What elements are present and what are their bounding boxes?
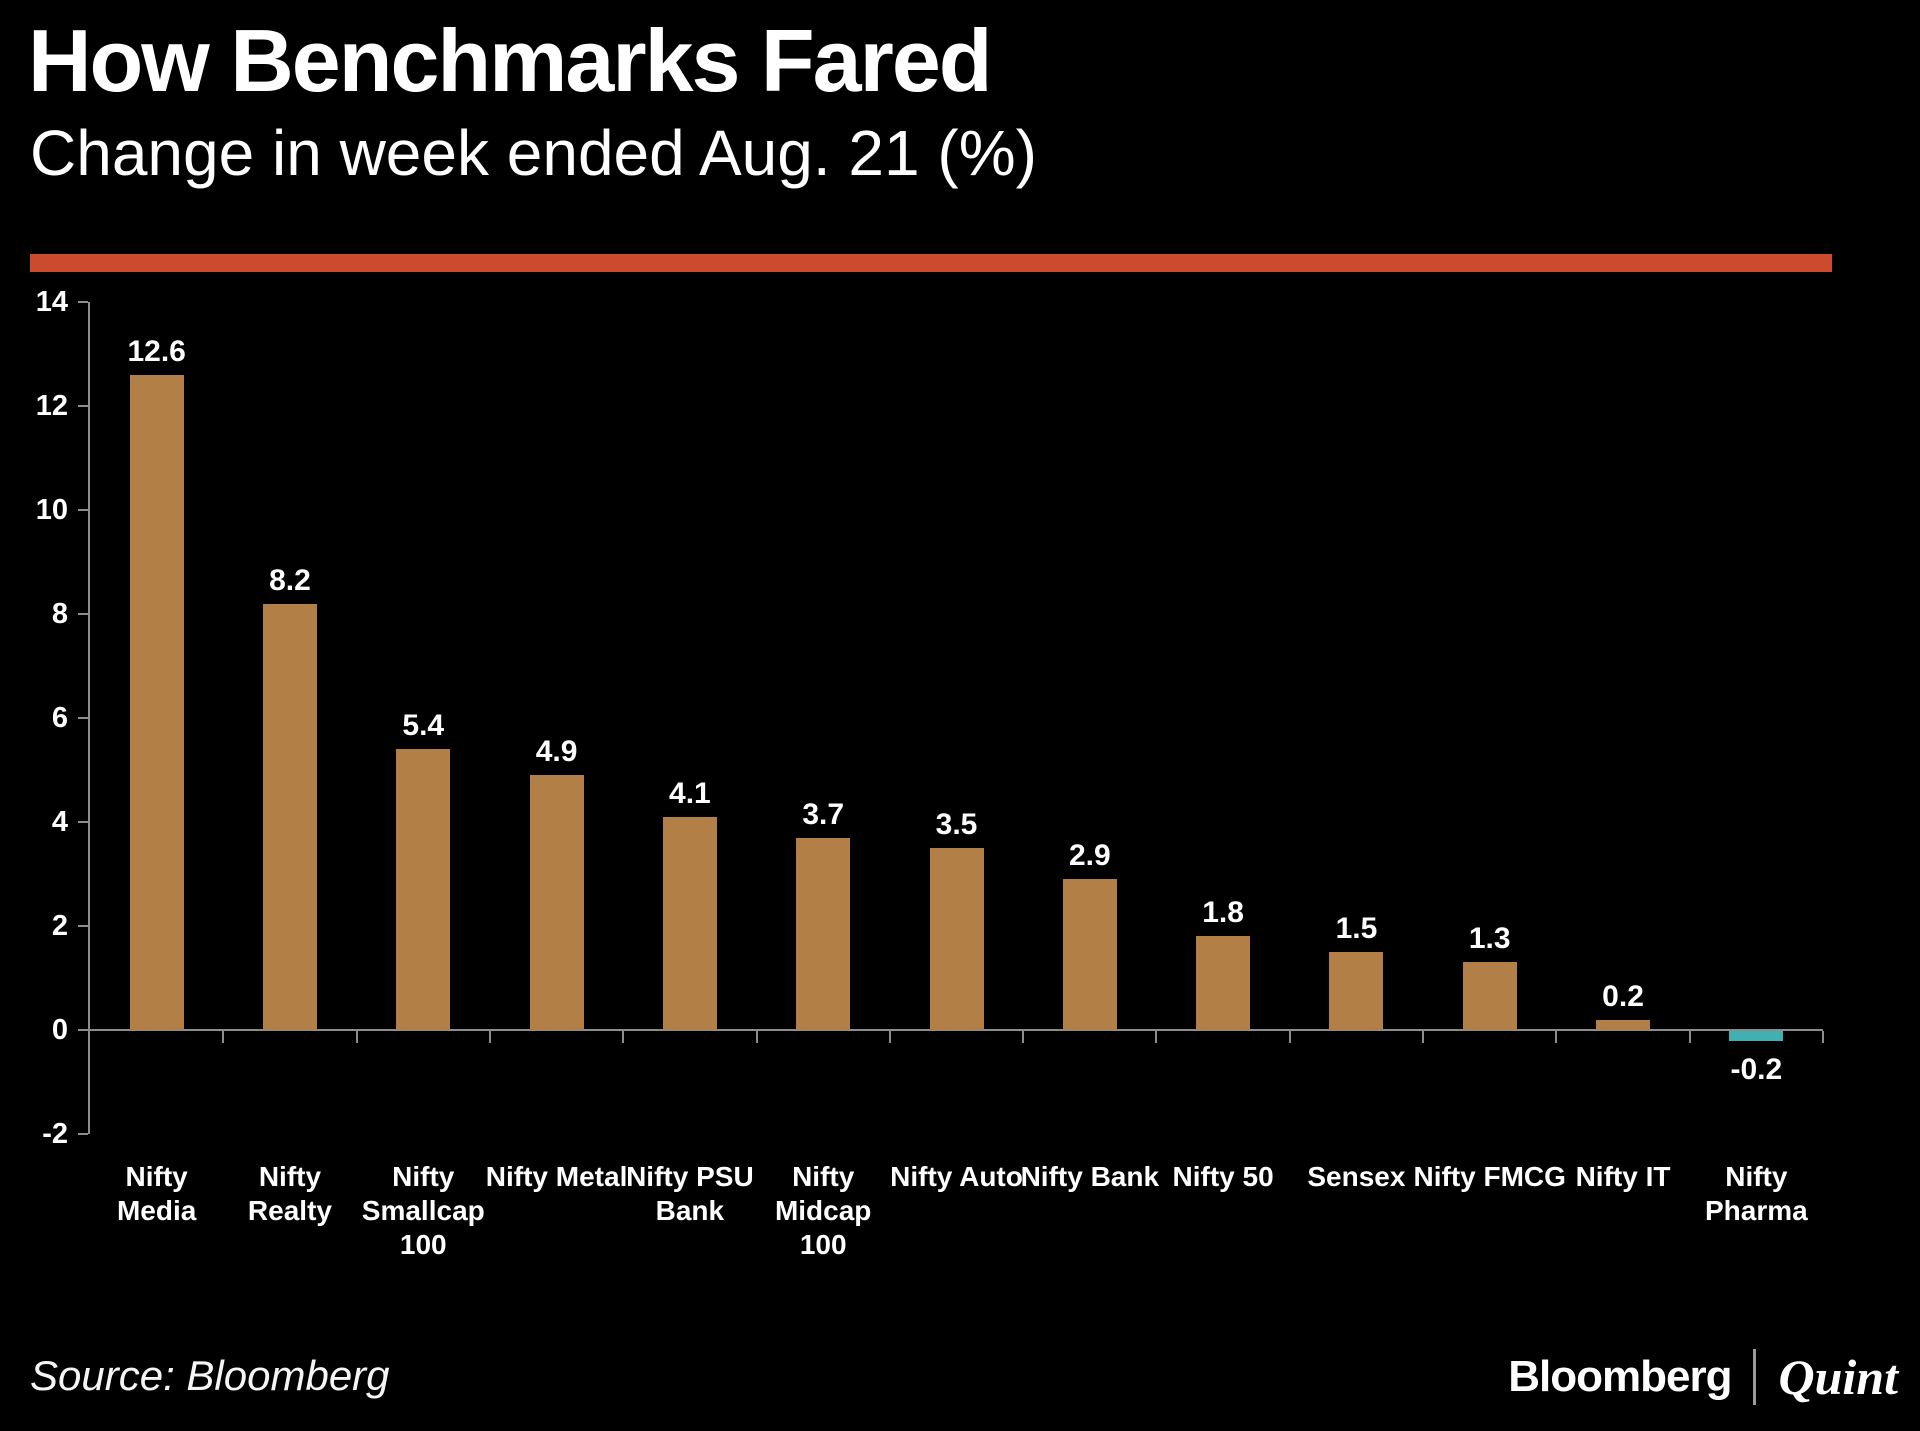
y-tick — [78, 613, 88, 615]
category-label: Nifty IT — [1575, 1161, 1671, 1192]
x-tick — [1288, 1031, 1291, 1043]
bar-value-label: 3.5 — [935, 808, 978, 841]
y-axis-line — [88, 302, 90, 1134]
x-tick — [355, 1031, 358, 1043]
y-tick-label: 4 — [51, 806, 68, 838]
category-label: Nifty PSU Bank — [626, 1161, 754, 1226]
category-label: Sensex — [1307, 1161, 1406, 1192]
category-label: Nifty Bank — [1020, 1161, 1160, 1192]
source-note: Source: Bloomberg — [30, 1352, 390, 1399]
bar-value-label: 1.8 — [1202, 896, 1244, 929]
x-tick — [488, 1031, 491, 1043]
y-tick — [78, 301, 88, 303]
title-accent-rule — [30, 254, 1832, 272]
x-tick — [1822, 1031, 1824, 1043]
logo-divider — [1753, 1349, 1757, 1405]
bloomberg-logo: Bloomberg — [1508, 1352, 1732, 1401]
bar-value-label: 1.5 — [1335, 912, 1378, 945]
page-subtitle: Change in week ended Aug. 21 (%) — [30, 117, 1037, 189]
bar — [1729, 1031, 1783, 1041]
y-tick-label: 0 — [51, 1014, 68, 1046]
x-tick — [1422, 1031, 1425, 1043]
y-tick — [78, 821, 88, 823]
y-tick-label: -2 — [42, 1118, 68, 1150]
y-tick — [78, 1029, 88, 1031]
bar-value-label: 2.9 — [1068, 839, 1111, 872]
category-label: Nifty Midcap 100 — [774, 1161, 872, 1260]
bar — [930, 848, 984, 1030]
category-label: Nifty 50 — [1172, 1161, 1274, 1192]
x-tick — [755, 1031, 758, 1043]
y-tick — [78, 405, 88, 407]
category-label: Nifty Metal — [485, 1161, 628, 1192]
y-tick-label: 8 — [51, 598, 68, 630]
y-tick-label: 10 — [35, 494, 68, 526]
bar — [796, 838, 850, 1030]
bar — [1329, 952, 1383, 1030]
x-tick — [1155, 1031, 1158, 1043]
x-tick — [1022, 1031, 1025, 1043]
category-label: Nifty Pharma — [1704, 1161, 1808, 1226]
y-tick — [78, 509, 88, 511]
publisher-logo: Bloomberg Quint — [1508, 1348, 1898, 1406]
x-tick — [1688, 1031, 1691, 1043]
y-tick — [78, 925, 88, 927]
bar-value-label: 1.3 — [1468, 922, 1511, 955]
bar-value-label: 4.9 — [535, 735, 578, 768]
bar — [130, 375, 184, 1030]
bar-value-label: 12.6 — [127, 335, 186, 368]
bar — [1063, 879, 1117, 1030]
y-tick-label: 6 — [51, 702, 68, 734]
bar — [1596, 1020, 1650, 1030]
x-tick — [622, 1031, 625, 1043]
bar — [663, 817, 717, 1030]
category-label: Nifty FMCG — [1413, 1161, 1566, 1192]
bar-value-label: 3.7 — [802, 798, 845, 831]
page-title: How Benchmarks Fared — [28, 11, 993, 110]
bar — [396, 749, 450, 1030]
y-tick-label: 12 — [35, 390, 68, 422]
category-label: Nifty Realty — [247, 1161, 332, 1226]
bar-value-label: 5.4 — [402, 709, 445, 742]
y-tick-label: 14 — [35, 286, 68, 318]
category-label: Nifty Smallcap 100 — [361, 1161, 485, 1260]
bar-value-label: 8.2 — [269, 564, 311, 597]
bar-value-label: 4.1 — [669, 777, 711, 810]
x-axis-line — [90, 1029, 1823, 1031]
category-label: Nifty Media — [116, 1161, 197, 1226]
y-tick — [78, 1133, 88, 1135]
bar-value-label: -0.2 — [1730, 1053, 1783, 1086]
bar — [263, 604, 317, 1030]
bar-value-label: 0.2 — [1602, 980, 1644, 1013]
category-label: Nifty Auto — [890, 1161, 1023, 1192]
bar — [1196, 936, 1250, 1030]
bar — [1463, 962, 1517, 1030]
y-tick — [78, 717, 88, 719]
x-tick — [1555, 1031, 1558, 1043]
y-tick-label: 2 — [51, 910, 68, 942]
x-tick — [222, 1031, 225, 1043]
quint-logo: Quint — [1778, 1349, 1898, 1405]
x-tick — [888, 1031, 891, 1043]
bar — [530, 775, 584, 1030]
